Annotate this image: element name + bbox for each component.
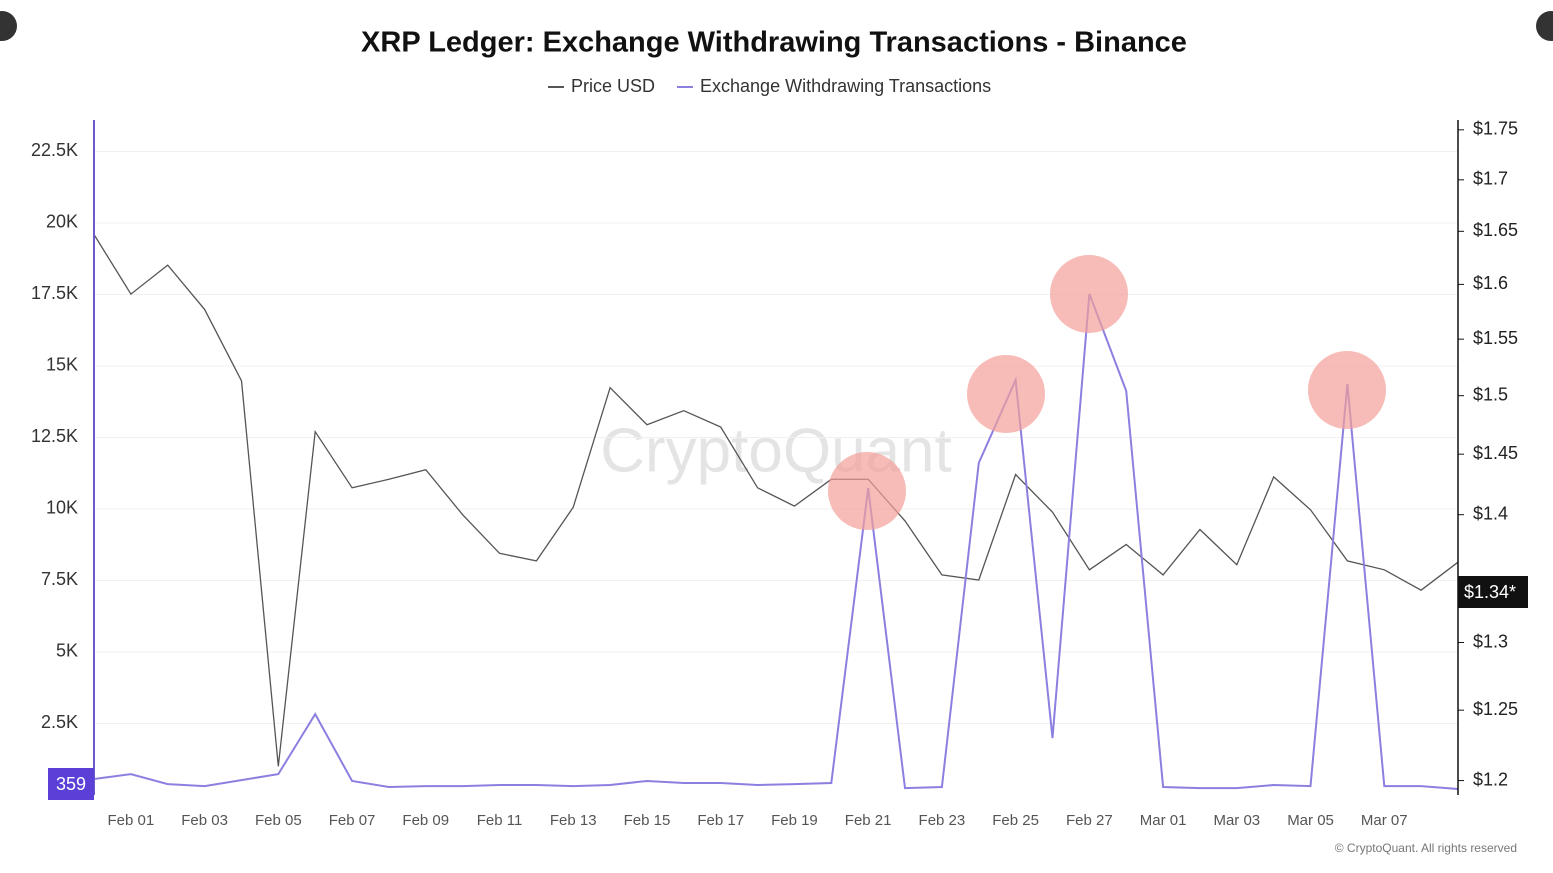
- y-tick-label: 12.5K: [31, 426, 78, 446]
- marker-label: $1.34*: [1464, 582, 1516, 602]
- x-tick-label: Feb 03: [181, 812, 228, 829]
- close-icon[interactable]: [1536, 11, 1553, 41]
- y-tick-label: 7.5K: [41, 569, 78, 589]
- y2-tick-label: $1.65: [1473, 220, 1518, 240]
- marker-box: [48, 768, 94, 800]
- highlight-circle: [828, 452, 906, 530]
- series-line: [93, 293, 1459, 790]
- y-tick-label: 10K: [46, 498, 78, 518]
- y-tick-label: 17.5K: [31, 283, 78, 303]
- x-tick-label: Feb 09: [402, 812, 449, 829]
- y-tick-label: 2.5K: [41, 712, 78, 732]
- x-tick-label: Feb 25: [992, 812, 1039, 829]
- y2-tick-label: $1.5: [1473, 384, 1508, 404]
- series-line: [93, 234, 1459, 767]
- legend-label: Exchange Withdrawing Transactions: [700, 76, 991, 96]
- highlight-circle: [967, 355, 1045, 433]
- x-tick-label: Feb 23: [919, 812, 966, 829]
- legend: Price USD Exchange Withdrawing Transactio…: [548, 76, 991, 96]
- y2-tick-label: $1.45: [1473, 443, 1518, 463]
- chart-title: XRP Ledger: Exchange Withdrawing Transac…: [361, 27, 1187, 59]
- left-marker: 359: [48, 768, 94, 800]
- marker-box: [1458, 576, 1528, 608]
- x-tick-label: Feb 05: [255, 812, 302, 829]
- y2-tick-label: $1.3: [1473, 631, 1508, 651]
- x-tick-label: Feb 21: [845, 812, 892, 829]
- highlights: [828, 255, 1386, 530]
- credit: © CryptoQuant. All rights reserved: [1335, 841, 1517, 855]
- x-tick-label: Feb 01: [108, 812, 155, 829]
- y2-tick-label: $1.6: [1473, 273, 1508, 293]
- x-tick-label: Feb 27: [1066, 812, 1113, 829]
- y2-tick-label: $1.25: [1473, 699, 1518, 719]
- close-icon[interactable]: [0, 11, 17, 41]
- x-tick-label: Feb 11: [477, 812, 523, 829]
- x-tick-label: Feb 19: [771, 812, 818, 829]
- highlight-circle: [1050, 255, 1128, 333]
- right-marker: $1.34*: [1458, 576, 1528, 608]
- marker-label: 359: [56, 774, 86, 794]
- y2-tick-label: $1.4: [1473, 503, 1508, 523]
- x-tick-label: Feb 15: [624, 812, 671, 829]
- x-tick-label: Mar 03: [1213, 812, 1260, 829]
- y-tick-label: 22.5K: [31, 140, 78, 160]
- x-tick-label: Feb 07: [329, 812, 376, 829]
- y-tick-label: 15K: [46, 355, 78, 375]
- y2-tick-label: $1.7: [1473, 169, 1508, 189]
- x-tick-label: Feb 13: [550, 812, 597, 829]
- legend-label: Price USD: [571, 76, 655, 96]
- x-tick-label: Mar 01: [1140, 812, 1187, 829]
- y-tick-label: 20K: [46, 212, 78, 232]
- y2-tick-label: $1.2: [1473, 769, 1508, 789]
- x-tick-label: Mar 05: [1287, 812, 1334, 829]
- x-tick-label: Feb 17: [697, 812, 744, 829]
- y-tick-label: 5K: [56, 641, 78, 661]
- highlight-circle: [1308, 351, 1386, 429]
- y2-tick-label: $1.55: [1473, 328, 1518, 348]
- y2-tick-label: $1.75: [1473, 119, 1518, 139]
- x-tick-label: Mar 07: [1361, 812, 1408, 829]
